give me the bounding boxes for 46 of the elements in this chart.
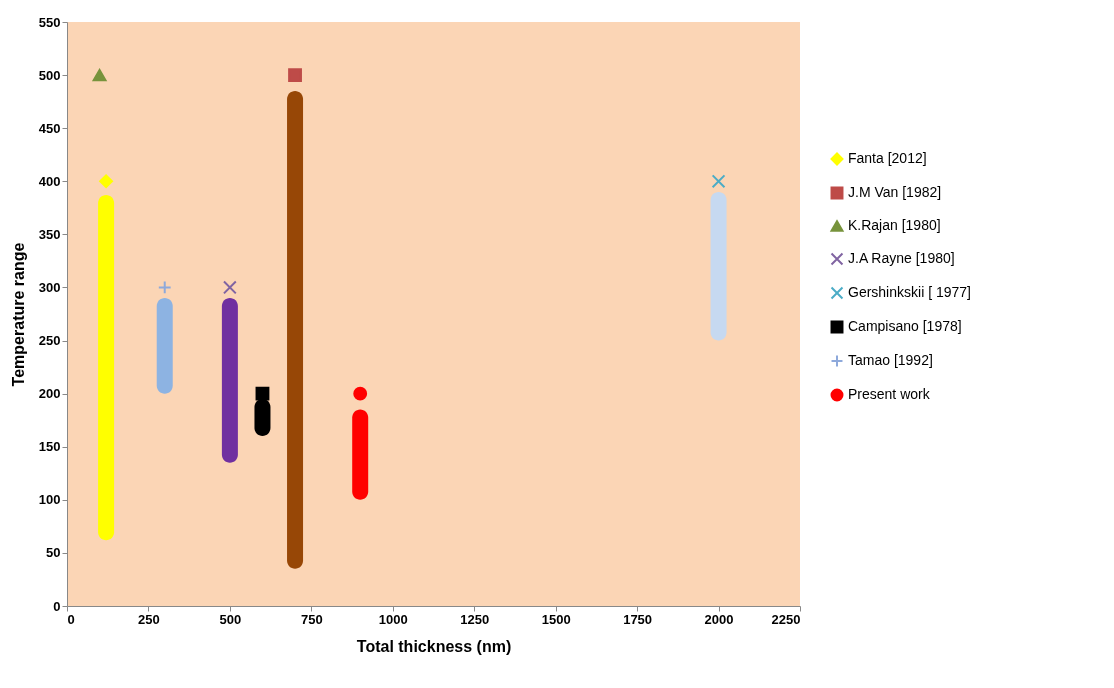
legend-label: J.A Rayne [1980] [848, 250, 955, 266]
legend-label: Fanta [2012] [848, 150, 927, 166]
y-tick-label: 150 [38, 439, 61, 455]
x-tick-label: 250 [138, 611, 160, 627]
x-tick-label: 2250 [771, 611, 801, 627]
y-tick-label: 100 [38, 492, 61, 508]
y-axis-title: Temperature range [9, 242, 27, 387]
point [711, 174, 726, 189]
point [288, 68, 302, 83]
point [92, 68, 107, 82]
point [353, 386, 368, 401]
x-tick-label: 1000 [378, 611, 408, 627]
x-tick-label: 2000 [704, 611, 734, 627]
bar [352, 409, 369, 500]
y-tick-label: 50 [46, 545, 61, 561]
x-tick-label: 500 [219, 611, 242, 627]
y-tick-label: 300 [38, 279, 61, 295]
x-axis-title: Total thickness (nm) [356, 637, 512, 655]
bar [710, 191, 727, 341]
x-tick-label: 1250 [460, 611, 490, 627]
y-tick-label: 0 [53, 598, 61, 614]
bar [221, 298, 238, 463]
x-tick-label: 1500 [541, 611, 571, 627]
y-tick-label: 400 [38, 173, 61, 189]
bar [98, 195, 115, 541]
x-tick-label: 1750 [623, 611, 653, 627]
y-tick-label: 250 [38, 333, 61, 349]
y-tick-label: 350 [38, 226, 61, 242]
legend-label: Campisano [1978] [848, 318, 962, 334]
point [255, 386, 270, 401]
x-tick-label: 0 [67, 611, 75, 627]
y-tick-label: 500 [38, 67, 61, 83]
y-tick-label: 450 [38, 120, 61, 136]
point [157, 280, 172, 295]
legend-label: Gershinkskii [ 1977] [848, 284, 971, 300]
point [222, 280, 237, 295]
legend-label: Tamao [1992] [848, 352, 933, 368]
bar [156, 298, 173, 394]
legend-label: Present work [848, 386, 931, 402]
legend-label: J.M Van [1982] [848, 184, 942, 200]
point [99, 174, 114, 189]
y-tick-label: 200 [38, 386, 61, 402]
bar [287, 91, 304, 569]
x-tick-label: 750 [300, 611, 323, 627]
y-tick-label: 550 [38, 14, 61, 30]
legend-label: K.Rajan [1980] [848, 217, 941, 233]
